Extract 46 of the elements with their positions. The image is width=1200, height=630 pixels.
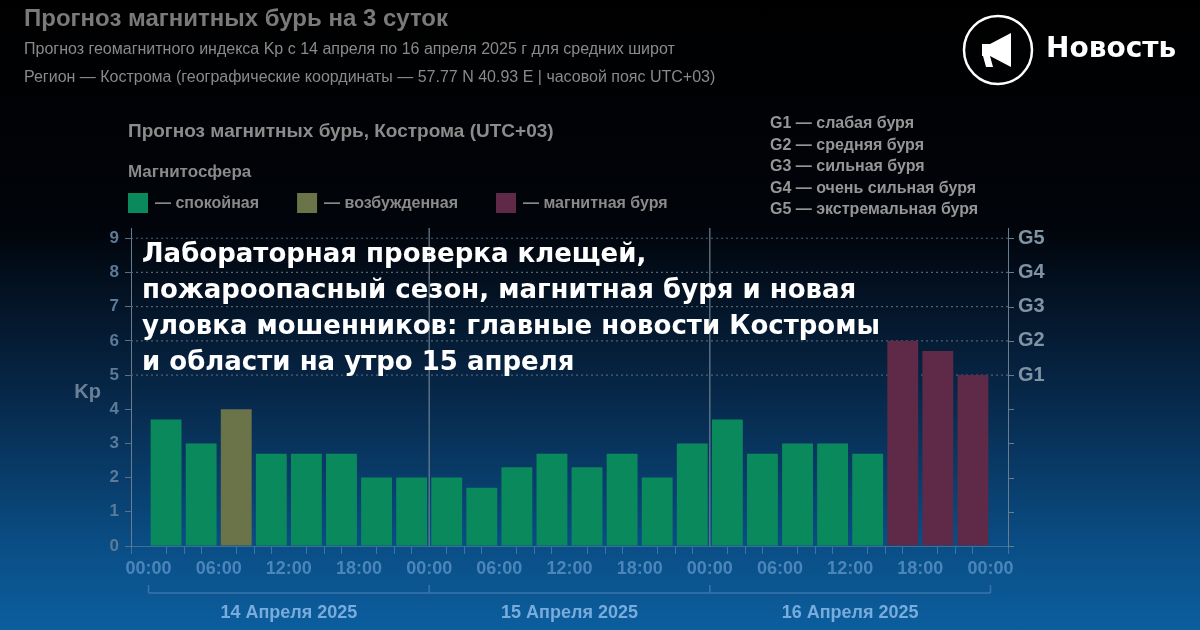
text: G2 — средняя буря bbox=[770, 135, 924, 153]
y-tick-label: 7 bbox=[109, 296, 119, 316]
y-tick-label: 9 bbox=[109, 227, 119, 247]
y-tick-label: 2 bbox=[109, 467, 119, 487]
legend-label: — спокойная bbox=[155, 194, 260, 212]
y-tick-label: 5 bbox=[109, 364, 119, 384]
y-tick-label: 8 bbox=[109, 262, 119, 282]
y-tick-label: 4 bbox=[109, 398, 120, 418]
legend-label: — магнитная буря bbox=[523, 194, 668, 212]
x-tick-label: 00:00 bbox=[967, 557, 1014, 578]
text: G5 — экстремальная буря bbox=[770, 200, 979, 217]
legend-title: Магнитосфера bbox=[128, 162, 252, 181]
y-tick-label: 6 bbox=[109, 330, 119, 350]
y-tick-label: 0 bbox=[109, 535, 119, 555]
y-tick-label: 3 bbox=[109, 433, 119, 453]
chart-subtitle: Прогноз геомагнитного индекса Kp с 14 апреля по 16 апреля 2025 г для средних широт Регион — Кострома (географические координаты — 57.77 N 40.93 E | часовой пояс UTC+03) bbox=[24, 40, 716, 85]
y-tick-label: 1 bbox=[109, 501, 119, 521]
x-tick-label: 18:00 bbox=[897, 557, 944, 578]
text: 14 Апреля 2025 bbox=[220, 602, 358, 622]
x-tick-label: 12:00 bbox=[827, 557, 874, 578]
legend-label: — возбужденная bbox=[324, 194, 459, 212]
x-tick-label: 06:00 bbox=[756, 557, 803, 578]
ref-line-label: G1 bbox=[1018, 362, 1045, 385]
y-axis-title: Kp bbox=[74, 379, 101, 402]
x-tick-label: 12:00 bbox=[546, 557, 593, 578]
annotation: Лабораторная проверка клещей, пожароопасный сезон, магнитная буря и новая уловка мошенников: главные новости Костромы и области на утро 15 апреля bbox=[142, 238, 880, 376]
x-tick-label: 06:00 bbox=[476, 557, 523, 578]
text: G1 — слабая буря bbox=[770, 114, 915, 131]
x-tick-label: 06:00 bbox=[195, 557, 242, 578]
text: Прогноз магнитных бурь, Кострома (UTC+03) bbox=[128, 120, 554, 141]
x-tick-label: 12:00 bbox=[265, 557, 312, 578]
ref-line-label: G2 bbox=[1018, 328, 1045, 351]
x-tick-label: 18:00 bbox=[336, 557, 383, 578]
ref-line-label: G3 bbox=[1018, 294, 1045, 317]
x-tick-label: 00:00 bbox=[686, 557, 733, 578]
text: 16 Апреля 2025 bbox=[781, 602, 919, 622]
text: 15 Апреля 2025 bbox=[501, 602, 638, 622]
x-tick-label: 18:00 bbox=[616, 557, 663, 578]
ref-line-label: G4 bbox=[1018, 259, 1046, 282]
chart-title: Прогноз магнитных бурь на 3 суток bbox=[24, 4, 450, 31]
ref-line-label: G5 bbox=[1018, 225, 1045, 248]
text: G3 — сильная буря bbox=[770, 157, 925, 174]
text: G4 — очень сильная буря bbox=[770, 178, 977, 196]
text: Новость bbox=[1046, 31, 1177, 65]
x-tick-label: 00:00 bbox=[125, 557, 172, 578]
x-tick-label: 00:00 bbox=[406, 557, 453, 578]
